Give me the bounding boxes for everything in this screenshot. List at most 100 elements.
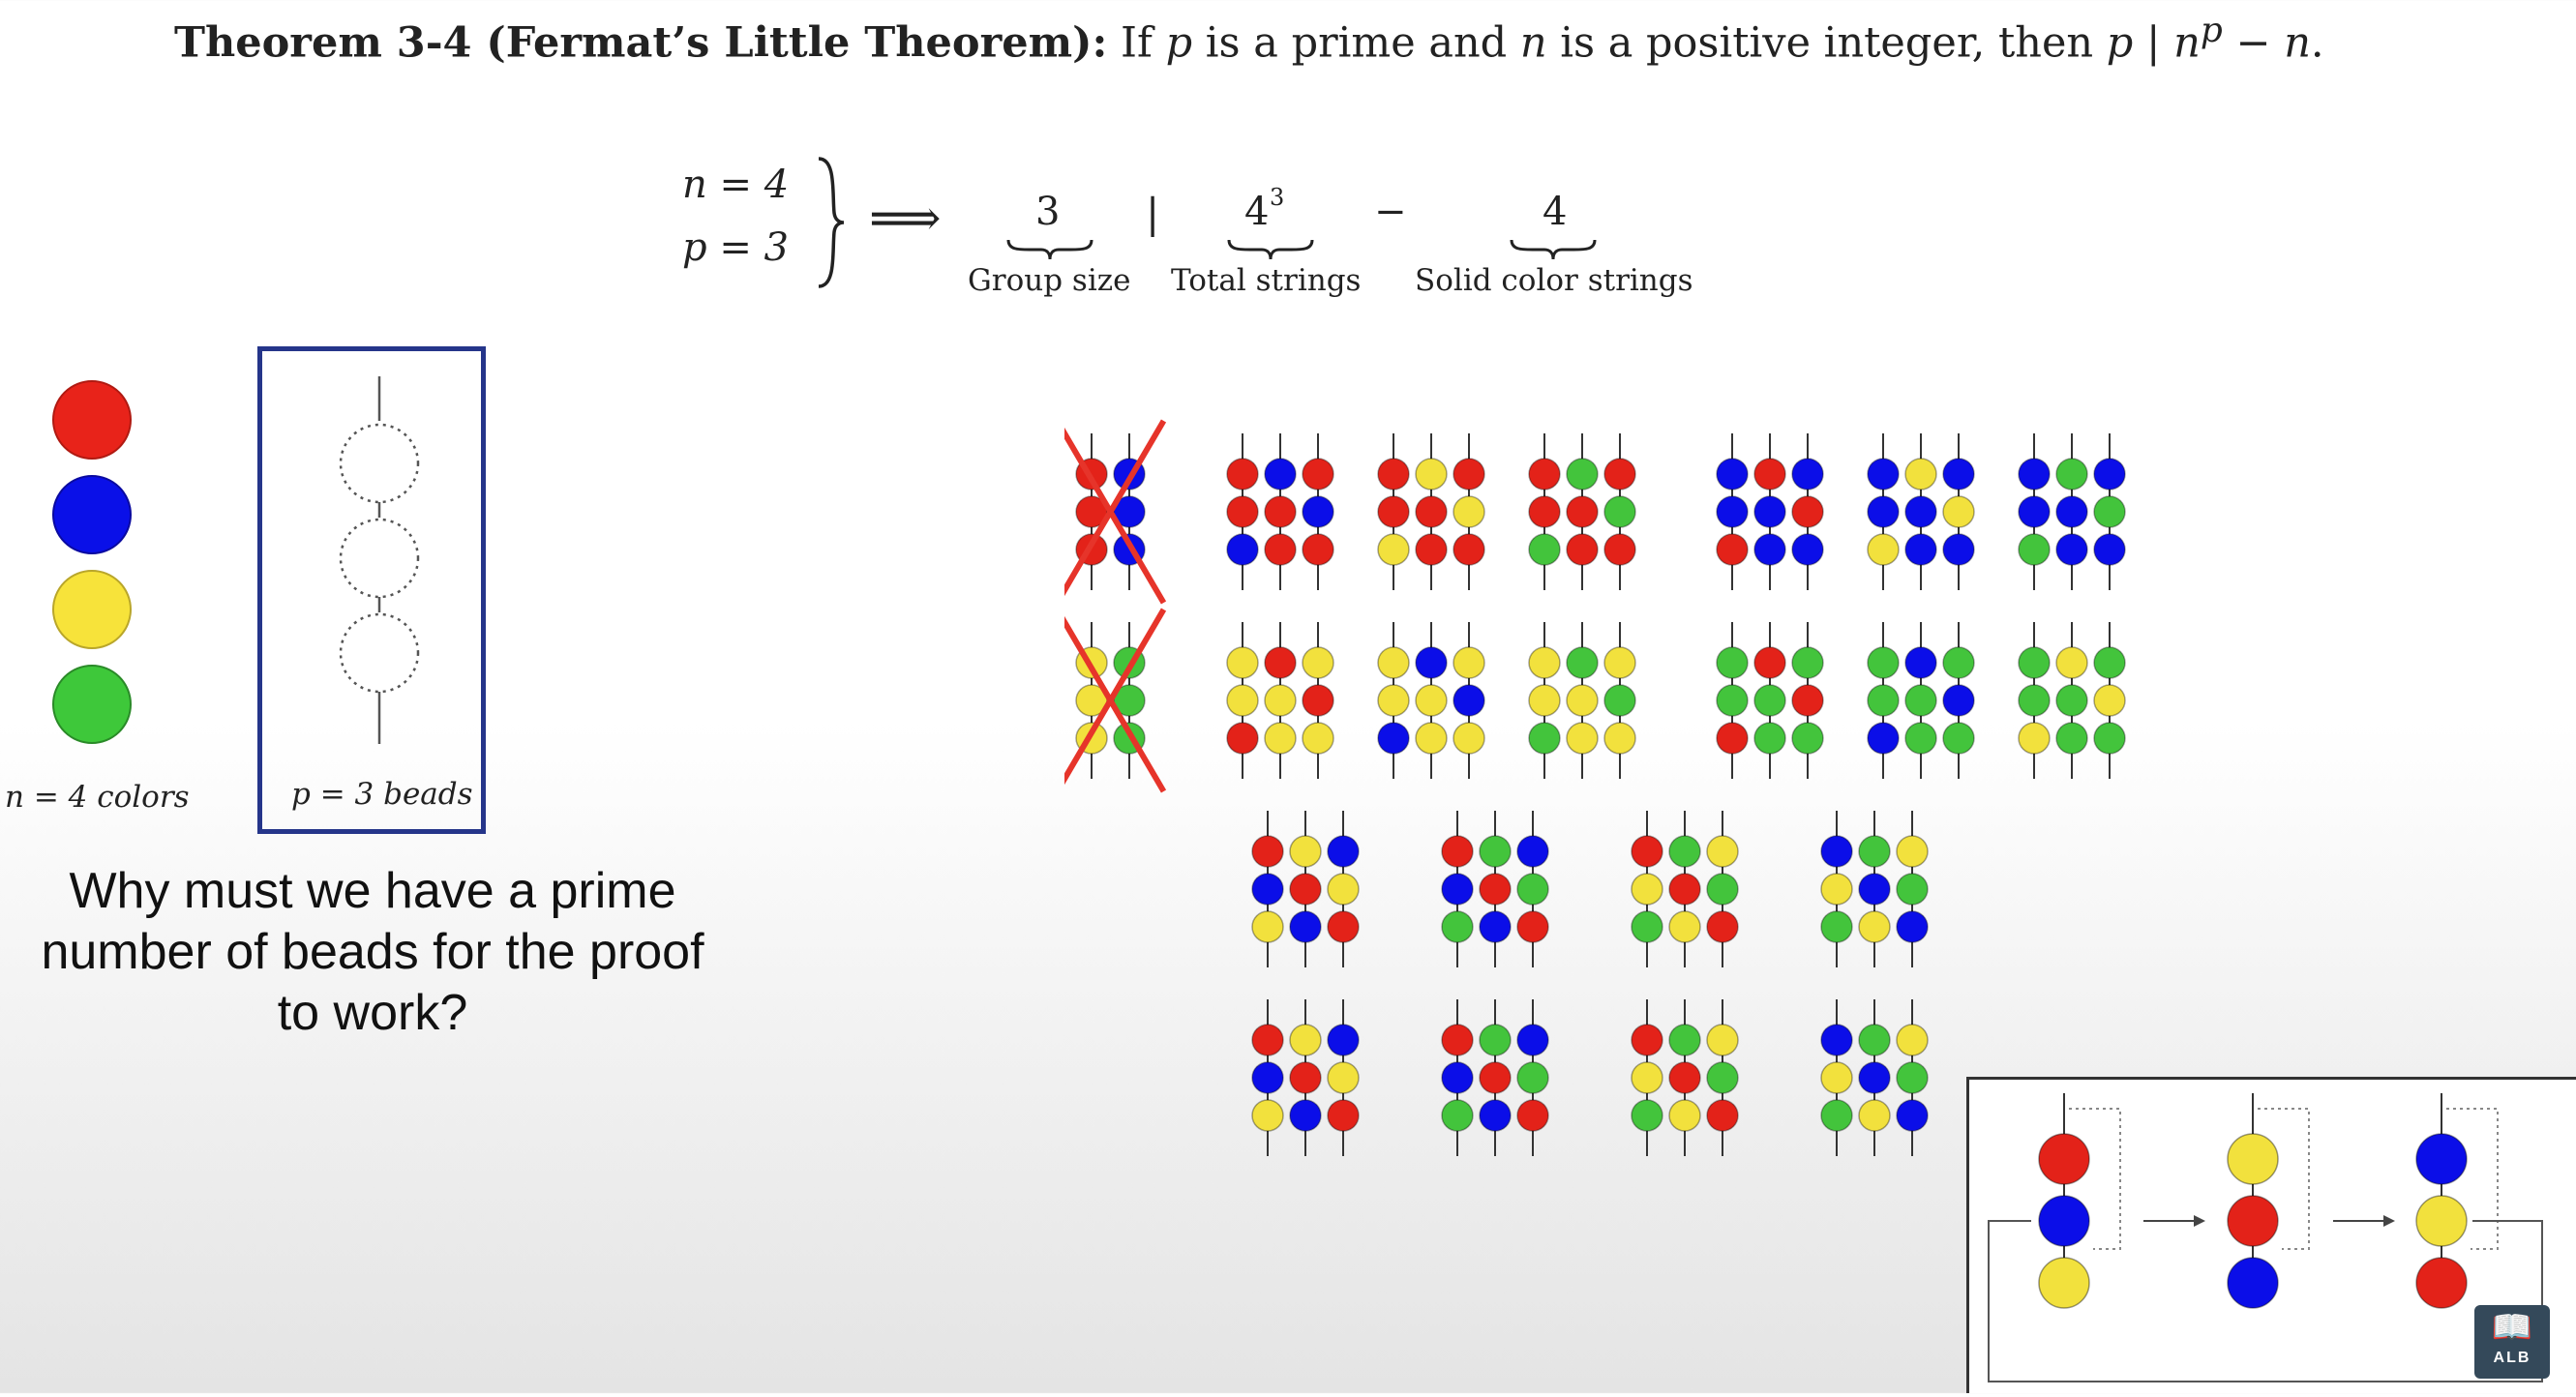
bead [1791, 684, 1824, 717]
theorem-var-p: p [1165, 18, 1193, 68]
bead [1441, 873, 1474, 906]
bead [1264, 684, 1297, 717]
bead [1251, 873, 1284, 906]
bead [1867, 458, 1900, 490]
bead [1415, 684, 1448, 717]
bead [1377, 533, 1410, 566]
bead [1791, 646, 1824, 679]
bead [1113, 684, 1146, 717]
bead [1264, 458, 1297, 490]
bead-group [1441, 811, 1549, 967]
theorem-var-p2: p [2106, 18, 2134, 68]
rotation-arrowhead [2383, 1215, 2395, 1227]
bead [1251, 1061, 1284, 1094]
palette-red-bead [52, 380, 132, 460]
bead [1566, 722, 1599, 755]
bead [1327, 835, 1360, 868]
theorem-text-positive: is a positive integer, then [1560, 18, 2094, 68]
solid-strings-brace [1510, 239, 1597, 260]
bead [1668, 910, 1701, 943]
rotation-return-path [1988, 1220, 2543, 1382]
bead [1528, 533, 1561, 566]
bead [1516, 910, 1549, 943]
cross-out-line [1064, 608, 1167, 786]
bead [1377, 646, 1410, 679]
bead [1867, 533, 1900, 566]
bead [1716, 495, 1749, 528]
bead [1858, 1024, 1891, 1056]
bead-group [1226, 622, 1334, 779]
total-strings-brace [1227, 239, 1314, 260]
bead [1377, 722, 1410, 755]
bead [1603, 495, 1636, 528]
bead [1528, 722, 1561, 755]
bead [1415, 533, 1448, 566]
bead [1706, 1024, 1739, 1056]
rotation-loop [2446, 1108, 2499, 1250]
bead [1791, 533, 1824, 566]
bead [1706, 835, 1739, 868]
bead [1706, 1099, 1739, 1132]
bead [1289, 1024, 1322, 1056]
bead [1716, 684, 1749, 717]
bead [1867, 684, 1900, 717]
bead [1820, 873, 1853, 906]
bead [1942, 646, 1975, 679]
bead [1264, 646, 1297, 679]
bead [1226, 646, 1259, 679]
bead [1516, 1061, 1549, 1094]
bead [1603, 646, 1636, 679]
rotation-bead [2227, 1133, 2279, 1185]
rotation-bead [2038, 1133, 2090, 1185]
bead [1904, 495, 1937, 528]
bead [1858, 873, 1891, 906]
bead [1264, 533, 1297, 566]
bead-group [1226, 433, 1334, 590]
bead [1566, 495, 1599, 528]
channel-logo: 📖 ALB [2474, 1305, 2550, 1379]
bead [1631, 873, 1663, 906]
bead [1896, 910, 1929, 943]
bead [1226, 458, 1259, 490]
bead [1075, 684, 1108, 717]
beads-label: p = 3 beads [291, 777, 473, 812]
bead [1791, 722, 1824, 755]
bead [1904, 722, 1937, 755]
bead [1706, 873, 1739, 906]
bead [2055, 646, 2088, 679]
bead-group [1064, 608, 1167, 793]
bead [1942, 684, 1975, 717]
bead [1896, 1024, 1929, 1056]
bead [1251, 835, 1284, 868]
rotation-bead [2415, 1133, 2468, 1185]
bead-group [1251, 811, 1360, 967]
bead [1668, 873, 1701, 906]
bead [1302, 533, 1334, 566]
bead-group [1631, 811, 1739, 967]
bead [1668, 1024, 1701, 1056]
bead [1631, 1061, 1663, 1094]
bead [1075, 495, 1108, 528]
theorem-var-n: n [1519, 18, 1547, 68]
bead [1441, 1061, 1474, 1094]
bead [1716, 722, 1749, 755]
bead [1820, 910, 1853, 943]
rotation-diagram [1988, 1093, 2543, 1382]
bead [1289, 1061, 1322, 1094]
bead-slot-box: p = 3 beads [257, 346, 486, 834]
rotation-loop [2258, 1108, 2310, 1250]
bead [1453, 722, 1485, 755]
bead [1668, 1061, 1701, 1094]
bead [1603, 722, 1636, 755]
bead [1716, 458, 1749, 490]
bead [2055, 495, 2088, 528]
bead [1113, 495, 1146, 528]
bead-group [1716, 622, 1824, 779]
theorem-exp-p: p [2200, 11, 2223, 50]
bead [1289, 873, 1322, 906]
bead-group [1528, 622, 1636, 779]
bead [1226, 684, 1259, 717]
solid-strings-label: Solid color strings [1415, 263, 1693, 298]
total-strings-base: 4 [1244, 190, 1270, 234]
total-strings-exponent: 3 [1270, 184, 1285, 211]
